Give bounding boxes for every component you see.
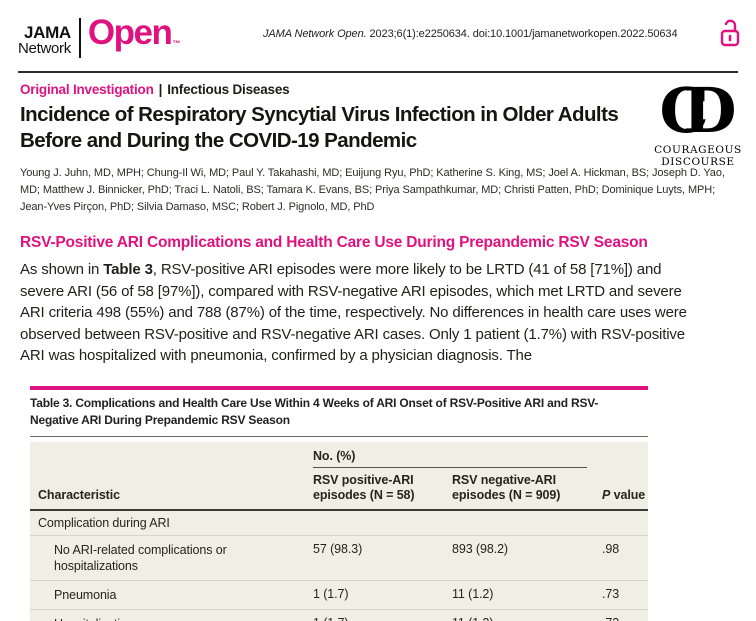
cd-caption-line1: COURAGEOUS (654, 144, 742, 156)
kicker-separator: | (158, 82, 163, 97)
row-value-positive: 1 (1.7) (313, 610, 452, 621)
courageous-discourse-logo: CD COURAGEOUS DISCOURSE (642, 74, 754, 169)
table-top-rule (30, 385, 648, 390)
table-3: Table 3. Complications and Health Care U… (30, 385, 648, 621)
row-value-p: .73 (597, 610, 648, 621)
table-column-header-row: Characteristic RSV positive-ARI episodes… (30, 468, 648, 509)
col-header-characteristic: Characteristic (38, 487, 120, 502)
col-header-p-value: P value (602, 487, 646, 502)
citation-journal-name: JAMA Network Open. (263, 28, 367, 40)
article-kicker: Original Investigation | Infectious Diseas… (20, 82, 756, 97)
article-title: Incidence of Respiratory Syncytial Virus… (20, 103, 619, 152)
spanner-no-percent: No. (%) (313, 442, 587, 468)
table-row: Hospitalization 1 (1.7) 11 (1.2) .73 (30, 608, 648, 621)
col-header-rsv-positive: RSV positive-ARI episodes (N = 58) (313, 472, 415, 502)
author-byline: Young J. Juhn, MD, MPH; Chung-Il Wi, MD;… (20, 167, 725, 213)
logo-open-text: Open™ (87, 13, 181, 52)
logo-jama-text: JAMA (23, 22, 71, 42)
article-topic: Infectious Diseases (167, 82, 290, 97)
body-paragraph: As shown in Table 3, RSV-positive ARI ep… (20, 261, 687, 364)
cd-monogram: CD (659, 74, 737, 147)
row-label: No ARI-related complications or hospital… (54, 542, 227, 573)
table-body: Complication during ARI No ARI-related c… (30, 511, 648, 621)
header-divider-rule (18, 71, 738, 73)
masthead: JAMA Network Open™ JAMA Network Open. 20… (0, 0, 756, 71)
row-value-p: .73 (602, 586, 620, 601)
logo-network-text: Network (18, 39, 71, 57)
row-value-positive: 57 (98.3) (313, 541, 363, 556)
row-value-positive: 1 (1.7) (313, 586, 349, 601)
open-access-lock-icon (720, 19, 740, 47)
col-header-rsv-negative: RSV negative-ARI episodes (N = 909) (452, 472, 561, 502)
article-category: Original Investigation (20, 82, 154, 97)
section-heading: RSV-Positive ARI Complications and Healt… (20, 234, 648, 251)
row-value-p: .98 (602, 541, 620, 556)
row-value-negative: 893 (98.2) (452, 541, 508, 556)
row-value-negative: 11 (1.2) (452, 586, 494, 601)
table-header: No. (%) Characteristic RSV positive-ARI … (30, 442, 648, 511)
table-row: Pneumonia 1 (1.7) 11 (1.2) .73 (30, 579, 648, 609)
row-value-negative: 11 (1.2) (452, 610, 597, 621)
table-row: No ARI-related complications or hospital… (30, 534, 648, 580)
table-3-reference: Table 3 (103, 261, 153, 278)
group-label: Complication during ARI (38, 515, 170, 530)
citation-doi: 2023;6(1):e2250634. doi:10.1001/jamanetw… (366, 28, 678, 40)
row-label: Hospitalization (30, 610, 260, 621)
table-title-rule (30, 435, 648, 437)
journal-citation: JAMA Network Open. 2023;6(1):e2250634. d… (263, 28, 678, 40)
logo-divider (78, 17, 81, 58)
table-spanner-row: No. (%) (30, 442, 648, 468)
table-group-row: Complication during ARI (30, 511, 648, 535)
row-label: Pneumonia (54, 587, 117, 602)
table-3-title: Table 3. Complications and Health Care U… (30, 395, 599, 427)
jama-network-open-logo: JAMA Network Open™ (18, 11, 181, 64)
trademark-symbol: ™ (172, 39, 181, 48)
table-3-grid: No. (%) Characteristic RSV positive-ARI … (30, 441, 648, 621)
cd-caption-line2: DISCOURSE (661, 156, 735, 168)
